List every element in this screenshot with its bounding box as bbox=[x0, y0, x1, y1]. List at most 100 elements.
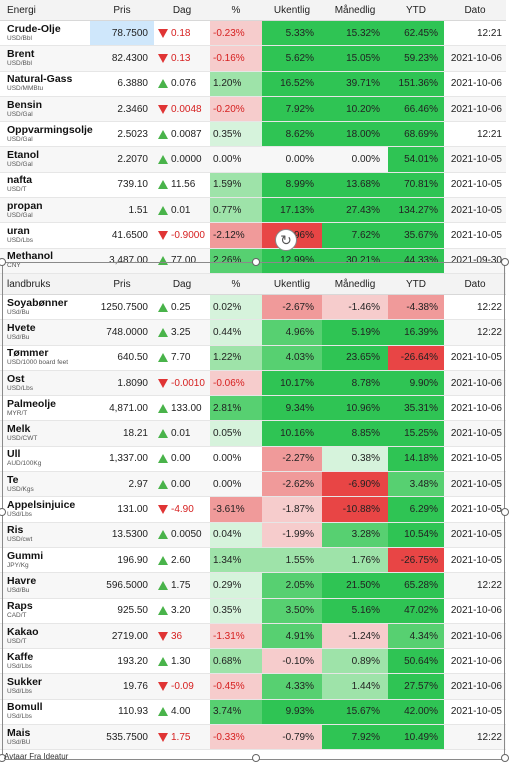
commodity-name[interactable]: Melk bbox=[7, 423, 31, 436]
commodity-name[interactable]: Havre bbox=[7, 574, 37, 587]
commodity-name[interactable]: nafta bbox=[7, 174, 33, 187]
table-row[interactable]: propan USD/Gal 1.51 0.01 0.77% 17.13% 27.43% 13… bbox=[0, 198, 506, 224]
commodity-cell[interactable]: Ris USD/cwt bbox=[0, 523, 90, 547]
commodity-cell[interactable]: Kakao USD/T bbox=[0, 624, 90, 648]
commodity-name[interactable]: Methanol bbox=[7, 250, 54, 263]
table-row[interactable]: Palmeolje MYR/T 4,871.00 133.00 2.81% 9.34% 10… bbox=[0, 396, 506, 422]
table-row[interactable]: Tømmer USD/1000 board feet 640.50 7.70 1.22%… bbox=[0, 345, 506, 371]
table-row[interactable]: uran USD/Lbs 41.6500 -0.9000 -2.12% -7.96% 7.6… bbox=[0, 223, 506, 249]
commodity-name[interactable]: Natural-Gass bbox=[7, 73, 73, 86]
col-header-ytd[interactable]: YTD bbox=[406, 4, 426, 16]
table-row[interactable]: Crude-Olje USD/Bbl 78.7500 0.18 -0.23% 5.33% 1… bbox=[0, 21, 506, 47]
commodity-name[interactable]: Appelsinjuice bbox=[7, 499, 76, 512]
col-header-weekly[interactable]: Ukentlig bbox=[273, 4, 311, 16]
col-header-ytd[interactable]: YTD bbox=[406, 278, 426, 290]
commodity-cell[interactable]: Appelsinjuice USd/Lbs bbox=[0, 497, 90, 521]
commodity-cell[interactable]: Oppvarmingsolje USD/Gal bbox=[0, 122, 93, 146]
col-header-day[interactable]: Dag bbox=[172, 4, 192, 16]
commodity-name[interactable]: Ris bbox=[7, 524, 24, 537]
commodity-name[interactable]: Tømmer bbox=[7, 347, 49, 360]
table-row[interactable]: Havre USd/Bu 596.5000 1.75 0.29% 2.05% 21.50% 6… bbox=[0, 573, 506, 599]
commodity-name[interactable]: Ost bbox=[7, 372, 25, 385]
resize-handle-right[interactable] bbox=[501, 508, 509, 516]
commodity-cell[interactable]: Melk USD/CWT bbox=[0, 421, 90, 445]
resize-handle-bottom[interactable] bbox=[252, 754, 260, 762]
table-row[interactable]: Bensin USD/Gal 2.3460 0.0048 -0.20% 7.92% 10.2… bbox=[0, 96, 506, 123]
table-row[interactable]: Melk USD/CWT 18.21 0.01 0.05% 10.16% 8.85% 15.2… bbox=[0, 421, 506, 447]
col-header-date[interactable]: Dato bbox=[464, 4, 486, 16]
commodity-cell[interactable]: Bomull USd/Lbs bbox=[0, 700, 90, 724]
commodity-cell[interactable]: Hvete USd/Bu bbox=[0, 320, 90, 344]
commodity-name[interactable]: Etanol bbox=[7, 149, 40, 162]
commodity-cell[interactable]: uran USD/Lbs bbox=[0, 223, 90, 247]
col-header-day[interactable]: Dag bbox=[172, 278, 192, 290]
table-row[interactable]: Kakao USD/T 2719.00 36 -1.31% 4.91% -1.24% 4.34… bbox=[0, 623, 506, 650]
col-header-date[interactable]: Dato bbox=[464, 278, 486, 290]
commodity-cell[interactable]: Mais USd/BU bbox=[0, 725, 90, 749]
col-header-percent[interactable]: % bbox=[231, 278, 241, 290]
commodity-cell[interactable]: nafta USD/T bbox=[0, 173, 90, 197]
table-row[interactable]: Etanol USD/Gal 2.2070 0.0000 0.00% 0.00% 0.00%… bbox=[0, 147, 506, 173]
col-header-price[interactable]: Pris bbox=[113, 278, 131, 290]
rotate-handle-icon[interactable]: ↻ bbox=[275, 229, 297, 251]
table-row[interactable]: Brent USD/Bbl 82.4300 0.13 -0.16% 5.62% 15.05%… bbox=[0, 46, 506, 72]
table-row[interactable]: Bomull USd/Lbs 110.93 4.00 3.74% 9.93% 15.67% 4… bbox=[0, 699, 506, 726]
commodity-cell[interactable]: Natural-Gass USD/MMBtu bbox=[0, 72, 90, 96]
table-row[interactable]: Raps CAD/T 925.50 3.20 0.35% 3.50% 5.16% 47.02%… bbox=[0, 598, 506, 624]
table-row[interactable]: Oppvarmingsolje USD/Gal 2.5023 0.0087 0.35% 8… bbox=[0, 122, 506, 148]
table-row[interactable]: Natural-Gass USD/MMBtu 6.3880 0.076 1.20% 16.… bbox=[0, 71, 506, 97]
resize-handle-top[interactable] bbox=[252, 258, 260, 266]
commodity-name[interactable]: Brent bbox=[7, 47, 35, 60]
table-row[interactable]: Gummi JPY/Kg 196.90 2.60 1.34% 1.55% 1.76% -26.… bbox=[0, 547, 506, 574]
commodity-cell[interactable]: Kaffe USd/Lbs bbox=[0, 649, 90, 673]
commodity-name[interactable]: Palmeolje bbox=[7, 397, 57, 410]
commodity-cell[interactable]: Sukker USd/Lbs bbox=[0, 674, 90, 698]
commodity-cell[interactable]: Methanol CNY bbox=[0, 249, 90, 273]
table-row[interactable]: Methanol CNY 3,487.00 77.00 2.26% 12.99% 30.21… bbox=[0, 248, 506, 274]
commodity-cell[interactable]: Bensin USD/Gal bbox=[0, 97, 90, 121]
table-row[interactable]: Kaffe USd/Lbs 193.20 1.30 0.68% -0.10% 0.89% 50… bbox=[0, 649, 506, 675]
commodity-name[interactable]: Kakao bbox=[7, 625, 39, 638]
table-row[interactable]: Ris USD/cwt 13.5300 0.0050 0.04% -1.99% 3.28% 1… bbox=[0, 522, 506, 548]
commodity-cell[interactable]: Ost USD/Lbs bbox=[0, 371, 90, 395]
resize-handle-bottom-right[interactable] bbox=[501, 754, 509, 762]
col-header-monthly[interactable]: Månedlig bbox=[334, 278, 376, 290]
resize-handle-top-left[interactable] bbox=[0, 258, 6, 266]
commodity-name[interactable]: Hvete bbox=[7, 321, 36, 334]
commodity-cell[interactable]: Soyabønner USd/Bu bbox=[0, 295, 90, 319]
table-row[interactable]: Appelsinjuice USd/Lbs 131.00 -4.90 -3.61% -1.… bbox=[0, 497, 506, 523]
commodity-name[interactable]: Bensin bbox=[7, 98, 43, 111]
col-header-price[interactable]: Pris bbox=[113, 4, 131, 16]
commodity-name[interactable]: Gummi bbox=[7, 549, 44, 562]
commodity-cell[interactable]: Gummi JPY/Kg bbox=[0, 548, 90, 572]
table-row[interactable]: Mais USd/BU 535.7500 1.75 -0.33% -0.79% 7.92% 1… bbox=[0, 725, 506, 751]
commodity-cell[interactable]: Raps CAD/T bbox=[0, 599, 90, 623]
commodity-cell[interactable]: Havre USd/Bu bbox=[0, 573, 90, 597]
commodity-name[interactable]: Crude-Olje bbox=[7, 22, 61, 35]
commodity-name[interactable]: Raps bbox=[7, 600, 33, 613]
commodity-name[interactable]: uran bbox=[7, 225, 30, 238]
commodity-cell[interactable]: Brent USD/Bbl bbox=[0, 46, 90, 70]
commodity-cell[interactable]: Palmeolje MYR/T bbox=[0, 396, 90, 420]
resize-handle-top-right[interactable] bbox=[501, 258, 509, 266]
commodity-name[interactable]: Kaffe bbox=[7, 650, 34, 663]
commodity-name[interactable]: Oppvarmingsolje bbox=[7, 123, 93, 136]
table-row[interactable]: nafta USD/T 739.10 11.56 1.59% 8.99% 13.68% 70.… bbox=[0, 172, 506, 199]
commodity-cell[interactable]: Crude-Olje USD/Bbl bbox=[0, 21, 90, 45]
commodity-name[interactable]: Te bbox=[7, 473, 19, 486]
col-header-monthly[interactable]: Månedlig bbox=[334, 4, 376, 16]
commodity-cell[interactable]: Ull AUD/100Kg bbox=[0, 447, 90, 471]
col-header-weekly[interactable]: Ukentlig bbox=[273, 278, 311, 290]
commodity-name[interactable]: Soyabønner bbox=[7, 296, 68, 309]
table-row[interactable]: Soyabønner USd/Bu 1250.7500 0.25 0.02% -2.67%… bbox=[0, 295, 506, 321]
commodity-cell[interactable]: Etanol USD/Gal bbox=[0, 147, 90, 171]
table-row[interactable]: Ull AUD/100Kg 1,337.00 0.00 0.00% -2.27% 0.38%… bbox=[0, 446, 506, 473]
table-row[interactable]: Ost USD/Lbs 1.8090 -0.0010 -0.06% 10.17% 8.78%… bbox=[0, 370, 506, 397]
commodity-name[interactable]: Sukker bbox=[7, 676, 43, 689]
col-header-percent[interactable]: % bbox=[231, 4, 241, 16]
commodity-name[interactable]: Mais bbox=[7, 726, 31, 739]
commodity-name[interactable]: Bomull bbox=[7, 701, 43, 714]
resize-handle-left[interactable] bbox=[0, 508, 6, 516]
commodity-cell[interactable]: Te USD/Kgs bbox=[0, 472, 90, 496]
commodity-cell[interactable]: Tømmer USD/1000 board feet bbox=[0, 346, 90, 370]
